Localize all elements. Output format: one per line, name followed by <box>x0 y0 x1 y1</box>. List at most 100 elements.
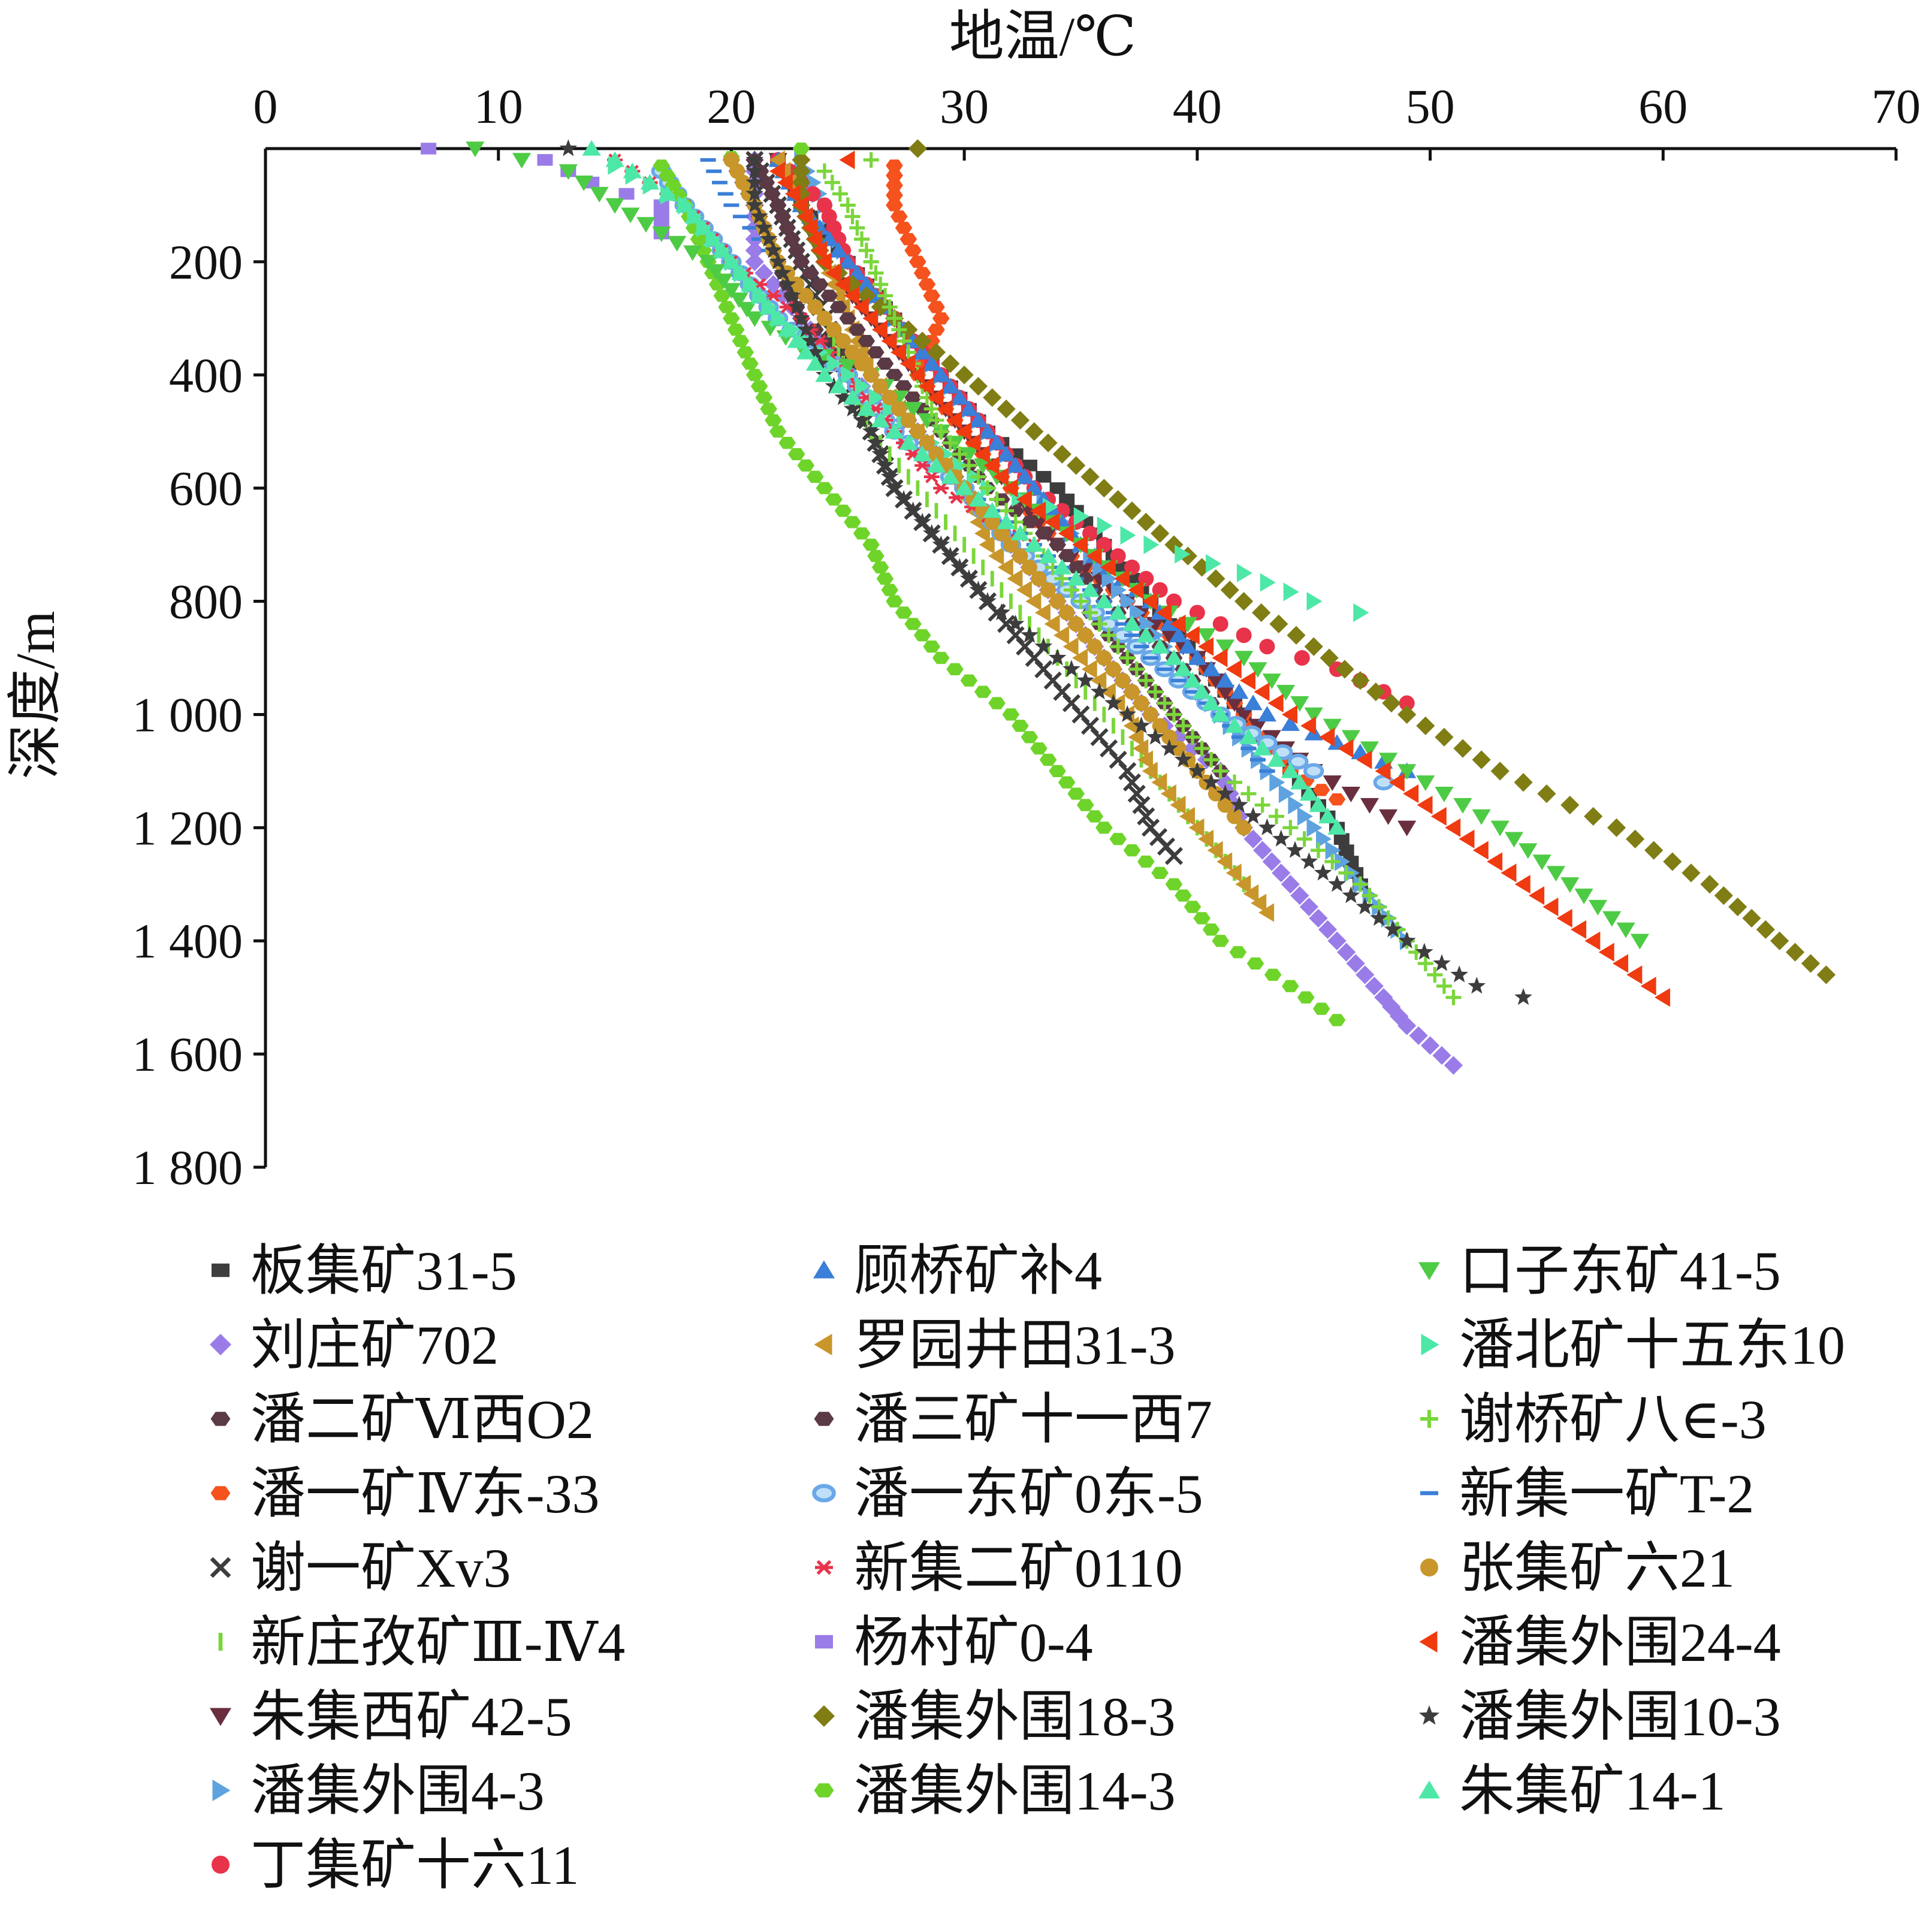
data-point <box>871 561 889 574</box>
data-point <box>1356 897 1374 915</box>
data-point <box>904 401 923 418</box>
y-tick-label: 600 <box>169 461 243 516</box>
data-point <box>1110 639 1126 655</box>
data-point <box>891 322 907 338</box>
data-point <box>1262 852 1281 871</box>
data-point <box>1351 671 1370 690</box>
data-point <box>1626 829 1645 848</box>
data-point <box>1123 716 1139 735</box>
data-point <box>1379 809 1398 825</box>
legend-item: 刘庄矿702 <box>210 1315 499 1376</box>
data-point <box>1356 965 1375 984</box>
legend-label: 谢一矿Xv3 <box>250 1538 511 1599</box>
data-point <box>1267 751 1286 767</box>
data-point <box>1215 684 1235 700</box>
data-point <box>1267 693 1284 713</box>
data-point <box>1397 705 1417 724</box>
data-point <box>796 320 815 337</box>
data-point <box>1198 829 1214 848</box>
data-point <box>1097 516 1113 536</box>
data-point <box>1216 852 1233 871</box>
data-point <box>787 244 805 257</box>
data-point <box>965 433 981 452</box>
legend-marker <box>210 1557 231 1578</box>
data-point <box>886 368 903 381</box>
legend-label: 罗园井田31-3 <box>854 1315 1176 1376</box>
data-point <box>1073 593 1089 609</box>
data-point <box>714 273 733 289</box>
data-point <box>1142 762 1158 781</box>
data-point <box>960 569 978 587</box>
data-point <box>917 413 937 429</box>
legend-label: 潘一东矿0东-5 <box>854 1463 1203 1524</box>
data-point <box>1613 954 1629 973</box>
legend-marker <box>815 1635 833 1649</box>
legend-item: 板集矿31-5 <box>212 1240 517 1301</box>
data-point <box>1025 422 1044 441</box>
data-point <box>923 470 940 484</box>
data-point <box>968 377 988 396</box>
data-point <box>1663 852 1682 871</box>
data-point <box>1338 844 1354 856</box>
data-point <box>1682 863 1701 883</box>
data-point <box>868 388 885 407</box>
legend-item: 张集矿六21 <box>1420 1538 1735 1599</box>
data-point <box>1640 977 1656 996</box>
legend-item: 丁集矿十六11 <box>212 1835 579 1896</box>
data-point <box>1007 569 1023 588</box>
data-point <box>1341 730 1361 746</box>
data-point <box>876 357 894 370</box>
data-point <box>937 399 953 419</box>
y-tick-label: 1 200 <box>132 801 243 855</box>
data-point <box>849 324 866 336</box>
data-point <box>1202 923 1220 936</box>
data-point <box>832 186 848 202</box>
data-point <box>703 230 722 246</box>
data-point <box>974 524 990 543</box>
data-point <box>797 459 815 472</box>
data-point <box>1468 977 1486 994</box>
data-point <box>1435 727 1454 747</box>
data-point <box>1035 603 1051 623</box>
data-point <box>1094 593 1113 609</box>
data-point <box>1146 727 1164 745</box>
data-point <box>778 275 796 292</box>
data-point <box>871 412 890 428</box>
data-point <box>1100 682 1116 702</box>
data-point <box>1430 807 1447 826</box>
y-tick-label: 200 <box>169 235 243 289</box>
data-point <box>1294 650 1310 666</box>
data-point <box>1006 614 1025 632</box>
data-point <box>1012 548 1028 564</box>
data-point <box>590 186 609 203</box>
data-point <box>834 275 850 294</box>
data-point <box>843 399 862 417</box>
data-point <box>1030 501 1046 521</box>
data-point <box>1504 832 1524 848</box>
legend-marker <box>814 1783 834 1798</box>
data-point <box>1137 750 1154 769</box>
data-point <box>1193 683 1212 699</box>
x-tick-label: 0 <box>253 79 278 134</box>
data-point <box>844 345 861 360</box>
data-point <box>759 298 778 315</box>
data-point <box>537 154 553 166</box>
data-point <box>1328 875 1346 892</box>
y-tick-label: 1 800 <box>132 1140 243 1195</box>
data-point <box>605 198 624 214</box>
legend-marker <box>814 1334 832 1355</box>
data-point <box>1101 627 1117 644</box>
data-point <box>1546 866 1566 882</box>
legend-label: 潘二矿Ⅵ西O2 <box>250 1389 594 1450</box>
data-point <box>1095 821 1113 834</box>
data-point <box>1342 886 1360 904</box>
data-point <box>1353 603 1369 623</box>
data-point <box>1016 581 1032 600</box>
legend-label: 潘集外围18-3 <box>854 1686 1176 1747</box>
data-point <box>1433 954 1451 971</box>
data-point <box>1227 774 1243 790</box>
data-point <box>910 424 926 440</box>
data-point <box>1382 693 1401 713</box>
data-point <box>993 467 1009 487</box>
data-point <box>1296 831 1312 847</box>
